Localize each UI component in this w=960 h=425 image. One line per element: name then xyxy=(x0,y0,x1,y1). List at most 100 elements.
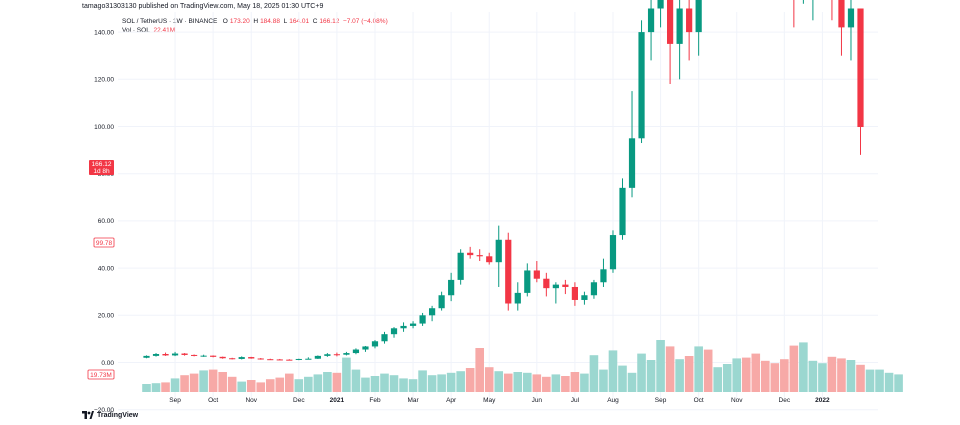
x-tick-label: Sep xyxy=(655,397,667,404)
candle-body xyxy=(647,8,655,33)
volume-bar xyxy=(313,374,323,392)
volume-bar xyxy=(608,350,618,392)
symbol-name[interactable]: SOL / TetherUS · 1W · BINANCE xyxy=(122,18,218,25)
candle-body xyxy=(600,269,607,283)
volume-bar xyxy=(818,363,827,392)
volume-bar xyxy=(256,382,266,392)
tradingview-logo[interactable]: TradingView xyxy=(82,411,138,419)
candle-body xyxy=(390,328,398,335)
volume-value: 22.41M xyxy=(153,27,176,34)
volume-bar xyxy=(599,369,608,392)
volume-bar xyxy=(427,375,437,392)
volume-bar xyxy=(894,374,903,392)
volume-bar xyxy=(361,377,370,392)
volume-bar xyxy=(389,375,399,392)
candle-body xyxy=(324,354,331,356)
volume-bar xyxy=(408,379,418,392)
volume-bar xyxy=(684,356,694,392)
candles xyxy=(143,0,864,361)
volume-bar xyxy=(665,346,675,392)
volume-bar xyxy=(789,345,799,392)
x-tick-label: Apr xyxy=(446,397,457,404)
candle-body xyxy=(362,346,369,350)
volume-bar xyxy=(151,383,161,392)
candle-body xyxy=(181,353,188,355)
y-tick-label: 120.00 xyxy=(94,77,114,84)
y-tick-label: 140.00 xyxy=(94,29,114,36)
volume-marker-badge xyxy=(87,369,115,380)
volume-bar xyxy=(265,379,275,392)
price-axis: 280.00260.00240.00220.00200.00180.00160.… xyxy=(94,29,115,414)
volume-bar xyxy=(142,384,151,392)
chart-grid xyxy=(118,12,878,411)
volume-bar xyxy=(237,381,246,392)
candle-body xyxy=(143,355,150,358)
volume-bar xyxy=(627,372,637,392)
candle-body xyxy=(619,187,626,236)
candle-body xyxy=(314,355,321,359)
x-tick-label: Sep xyxy=(169,397,181,404)
volume-bar xyxy=(370,376,380,392)
candle-body xyxy=(448,279,455,296)
volume-bar xyxy=(503,373,513,392)
candle-body xyxy=(333,354,340,356)
volume-bar xyxy=(465,368,475,392)
candle-body xyxy=(686,8,693,33)
volume-bar xyxy=(551,374,561,392)
volume-bar xyxy=(703,349,713,392)
candle-body xyxy=(524,270,531,293)
volume-bar xyxy=(865,369,875,392)
low-label: L xyxy=(283,18,288,25)
volume-bar xyxy=(399,378,408,392)
candle-body xyxy=(238,357,245,359)
candle-body xyxy=(286,359,293,361)
volume-bar xyxy=(542,376,551,392)
volume-bar xyxy=(808,360,818,392)
volume-bar xyxy=(713,367,722,392)
high-value: 184.88 xyxy=(260,18,280,25)
x-tick-label: Jul xyxy=(571,397,580,404)
candle-body xyxy=(847,8,855,28)
volume-bar xyxy=(884,372,894,392)
y-tick-label: −20.00 xyxy=(94,407,114,414)
price-marker-badge xyxy=(93,237,115,248)
candle-body xyxy=(229,358,236,360)
candle-body xyxy=(562,284,569,287)
volume-bar xyxy=(351,369,361,392)
volume-bar xyxy=(494,371,504,392)
volume-bar xyxy=(437,374,446,392)
candle-body xyxy=(590,282,598,296)
candle-body xyxy=(581,295,588,300)
tradingview-logo-icon xyxy=(82,411,94,419)
volume-bar xyxy=(475,348,484,392)
open-value: 173.20 xyxy=(229,18,250,25)
countdown-text: 1d 8h xyxy=(93,168,110,175)
change-value: −7.07 (−4.08%) xyxy=(342,18,388,25)
volume-bar xyxy=(761,360,770,392)
x-tick-label: Nov xyxy=(731,397,743,404)
volume-bar xyxy=(513,372,523,392)
volume-label[interactable]: Vol · SOL xyxy=(122,27,150,34)
candle-body xyxy=(838,0,845,28)
volume-bar xyxy=(275,377,285,392)
x-tick-label: Nov xyxy=(245,397,257,404)
candle-body xyxy=(571,286,578,300)
volume-bar xyxy=(646,360,656,392)
volume-bar xyxy=(656,340,665,392)
volume-bar xyxy=(780,359,789,392)
volume-bar xyxy=(856,364,865,392)
volume-bar xyxy=(332,372,342,392)
volume-bar xyxy=(294,379,304,392)
candle-body xyxy=(695,0,702,33)
volume-bar xyxy=(741,357,751,392)
volume-bar xyxy=(246,380,256,392)
volume-bar xyxy=(770,363,780,392)
candle-body xyxy=(371,341,379,347)
volume-bar xyxy=(342,357,351,392)
volume-bar xyxy=(380,373,389,392)
y-tick-label: 20.00 xyxy=(98,313,115,320)
volume-bar xyxy=(561,376,570,392)
volume-bar xyxy=(751,353,761,392)
volume-bar xyxy=(637,353,646,392)
